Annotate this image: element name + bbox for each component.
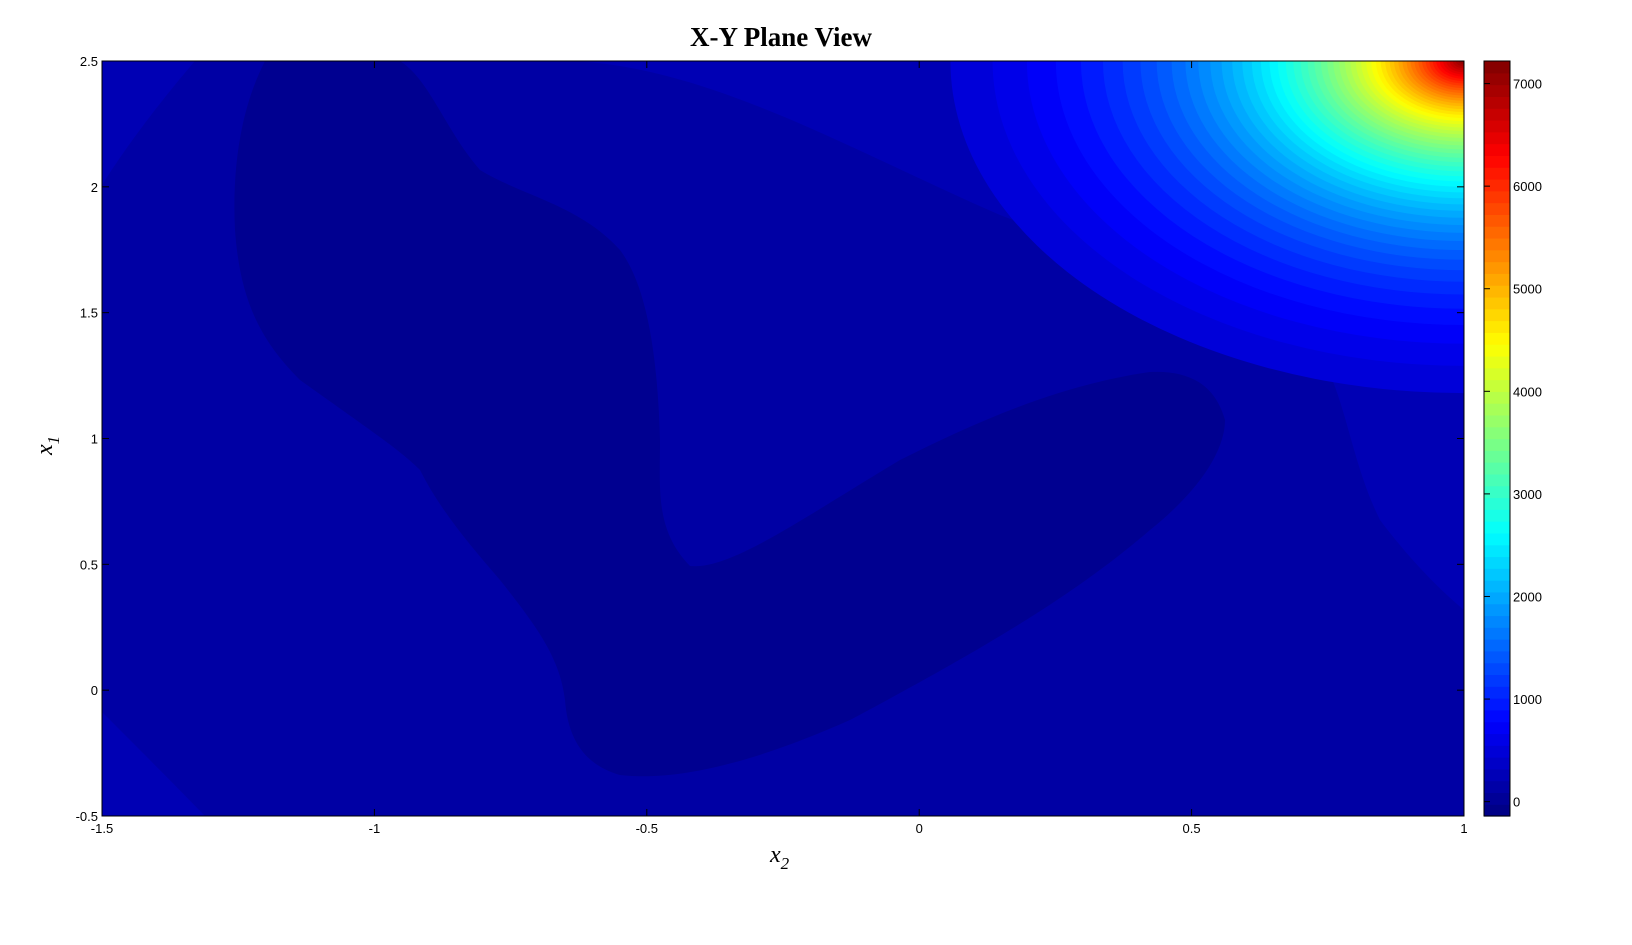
colorbar-swatch xyxy=(1484,485,1510,499)
colorbar-swatch xyxy=(1484,426,1510,440)
colorbar-swatch xyxy=(1484,627,1510,640)
x-tick-label: -1 xyxy=(369,821,381,836)
colorbar-swatch xyxy=(1484,721,1510,735)
y-tick-label: 0.5 xyxy=(80,557,98,572)
colorbar-tick-label: 6000 xyxy=(1513,179,1542,194)
colorbar-swatch xyxy=(1484,603,1510,617)
colorbar-swatch xyxy=(1484,214,1510,227)
plot-area xyxy=(102,61,1464,816)
colorbar-swatch xyxy=(1484,650,1510,664)
colorbar-swatch xyxy=(1484,202,1510,215)
colorbar-swatch xyxy=(1484,745,1510,758)
y-axis: -0.5 0 0.5 1 1.5 2 2.5 xyxy=(76,54,1464,824)
x-axis: -1.5 -1 -0.5 0 0.5 1 xyxy=(91,61,1468,836)
colorbar-swatch xyxy=(1484,379,1510,392)
colorbar-swatch xyxy=(1484,155,1510,168)
colorbar-tick-label: 2000 xyxy=(1513,589,1542,604)
colorbar-tick-label: 1000 xyxy=(1513,692,1542,707)
contour-region-top-left-corner xyxy=(102,61,195,185)
colorbar-swatch xyxy=(1484,556,1510,569)
colorbar-swatch xyxy=(1484,320,1510,333)
colorbar-swatch xyxy=(1484,733,1510,746)
colorbar-swatch xyxy=(1484,568,1510,581)
y-tick-label: 1.5 xyxy=(80,306,98,321)
colorbar-swatch xyxy=(1484,438,1510,451)
colorbar-swatch xyxy=(1484,403,1510,416)
colorbar-swatch xyxy=(1484,757,1510,770)
chart-title: X-Y Plane View xyxy=(690,22,872,52)
colorbar-swatch xyxy=(1484,521,1510,534)
colorbar-tick-label: 4000 xyxy=(1513,384,1542,399)
colorbar-swatch xyxy=(1484,131,1510,145)
y-tick-label: 0 xyxy=(91,683,98,698)
x-tick-label: 0.5 xyxy=(1183,821,1201,836)
x-tick-label: 0 xyxy=(916,821,923,836)
colorbar-swatch xyxy=(1484,61,1510,74)
colorbar-swatch xyxy=(1484,792,1510,805)
colorbar-swatch xyxy=(1484,167,1510,180)
colorbar-swatch xyxy=(1484,178,1510,192)
colorbar-swatch xyxy=(1484,532,1510,546)
colorbar-swatch xyxy=(1484,119,1510,133)
colorbar-swatch xyxy=(1484,591,1510,605)
colorbar-frame xyxy=(1483,60,1511,817)
colorbar-swatch xyxy=(1484,285,1510,298)
colorbar-swatch xyxy=(1484,497,1510,510)
colorbar-swatch xyxy=(1484,273,1510,286)
colorbar-swatch xyxy=(1484,143,1510,156)
colorbar-swatch xyxy=(1484,190,1510,204)
colorbar-swatch xyxy=(1484,367,1510,381)
x-tick-label: -0.5 xyxy=(636,821,658,836)
colorbar-tick-label: 7000 xyxy=(1513,77,1542,92)
colorbar-swatch xyxy=(1484,72,1510,86)
colorbar-tick-label: 3000 xyxy=(1513,487,1542,502)
colorbar-swatch xyxy=(1484,544,1510,558)
colorbar-swatch xyxy=(1484,462,1510,475)
y-tick-label: 2 xyxy=(91,180,98,195)
contour-region-minimum-valley xyxy=(234,61,1226,777)
x-tick-label: 1 xyxy=(1460,821,1467,836)
colorbar-swatch xyxy=(1484,226,1510,239)
y-axis-label: x1 xyxy=(32,436,63,456)
colorbar-swatch xyxy=(1484,391,1510,404)
x-axis-label: x2 xyxy=(769,842,790,873)
colorbar: 0 1000 2000 3000 4000 5000 6000 7000 xyxy=(1483,60,1542,817)
colorbar-swatch xyxy=(1484,698,1510,711)
colorbar-swatch xyxy=(1484,332,1510,345)
colorbar-swatch xyxy=(1484,686,1510,699)
colorbar-swatch xyxy=(1484,674,1510,687)
colorbar-swatch xyxy=(1484,414,1510,428)
colorbar-swatch xyxy=(1484,237,1510,251)
y-tick-label: 2.5 xyxy=(80,54,98,69)
contour-region-bottom-left-corner xyxy=(102,712,205,816)
colorbar-swatch xyxy=(1484,96,1510,109)
colorbar-swatch xyxy=(1484,296,1510,310)
colorbar-swatch xyxy=(1484,768,1510,782)
colorbar-swatch xyxy=(1484,473,1510,487)
y-tick-label: -0.5 xyxy=(76,809,98,824)
colorbar-swatch xyxy=(1484,780,1510,794)
colorbar-swatch xyxy=(1484,249,1510,263)
colorbar-swatch xyxy=(1484,355,1510,369)
colorbar-swatch xyxy=(1484,308,1510,322)
y-tick-label: 1 xyxy=(91,432,98,447)
colorbar-swatch xyxy=(1484,662,1510,676)
colorbar-swatch xyxy=(1484,108,1510,121)
colorbar-swatch xyxy=(1484,615,1510,628)
colorbar-swatch xyxy=(1484,450,1510,463)
colorbar-swatch xyxy=(1484,804,1510,817)
peak-contours xyxy=(950,61,1464,394)
colorbar-swatch xyxy=(1484,639,1510,652)
colorbar-swatch xyxy=(1484,709,1510,723)
colorbar-swatch xyxy=(1484,261,1510,274)
colorbar-swatch xyxy=(1484,509,1510,522)
colorbar-tick-label: 0 xyxy=(1513,795,1520,810)
colorbar-tick-label: 5000 xyxy=(1513,282,1542,297)
x-tick-label: -1.5 xyxy=(91,821,113,836)
colorbar-swatch xyxy=(1484,344,1510,357)
colorbar-swatch xyxy=(1484,84,1510,97)
colorbar-swatch xyxy=(1484,580,1510,593)
